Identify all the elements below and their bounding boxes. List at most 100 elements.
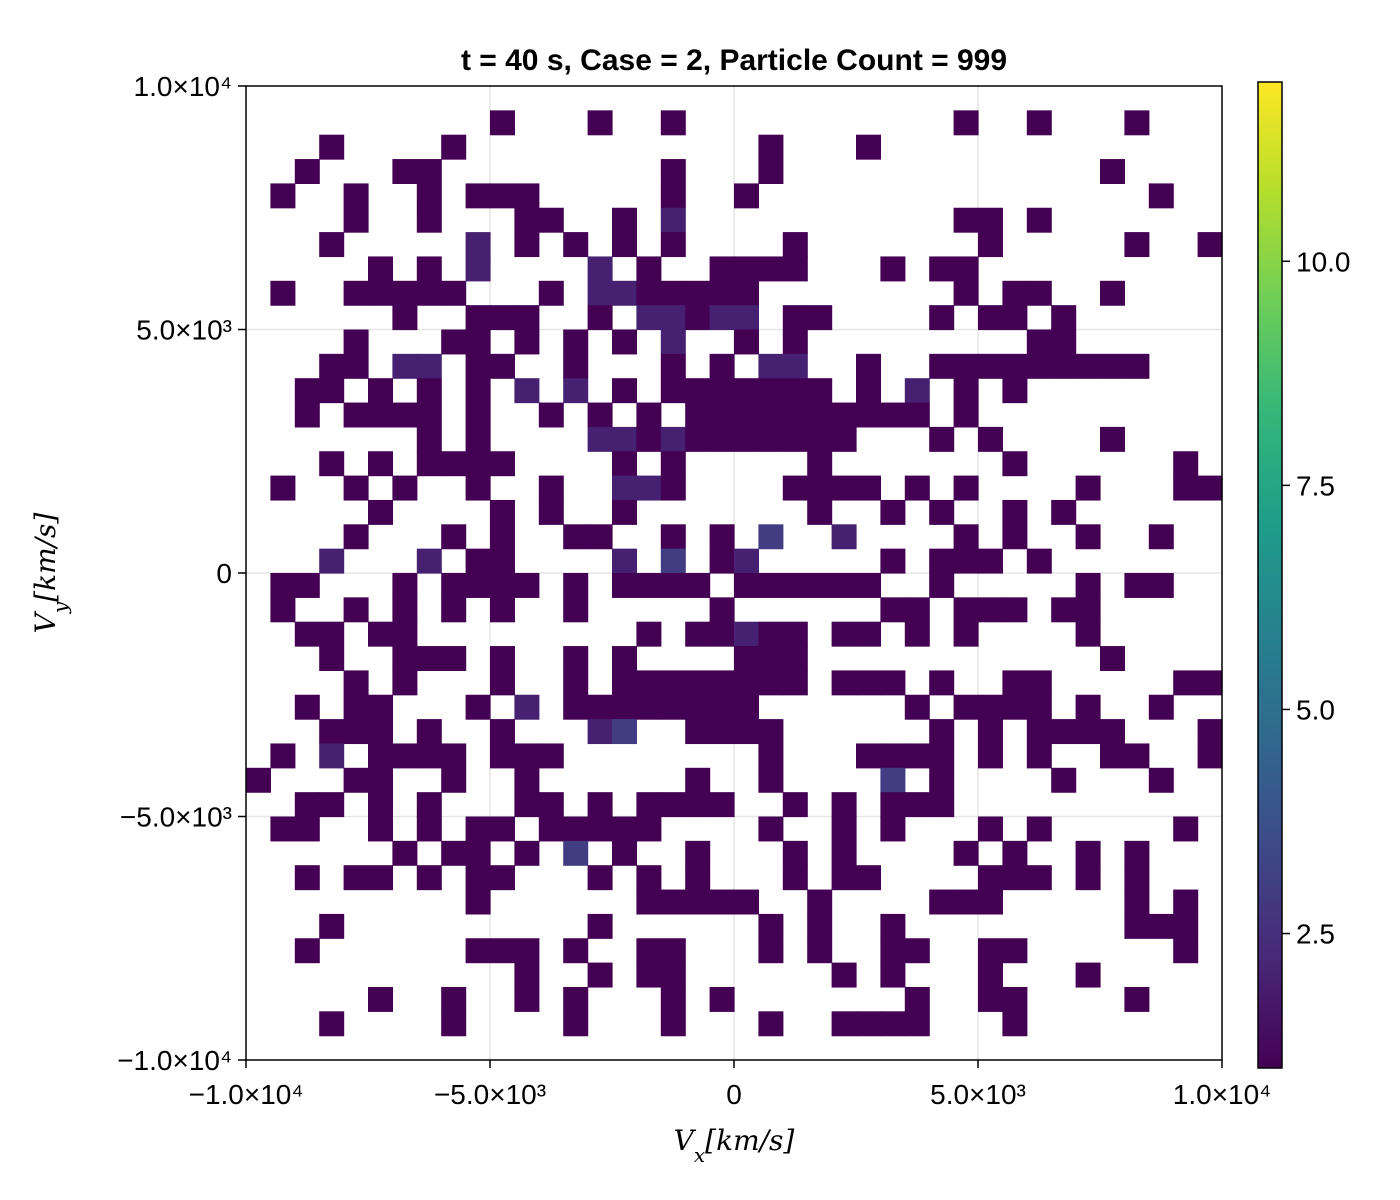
histogram-cell bbox=[319, 1011, 345, 1037]
histogram-cell bbox=[319, 621, 345, 647]
histogram-cell bbox=[441, 986, 467, 1012]
histogram-cell bbox=[978, 889, 1003, 915]
histogram-cell bbox=[392, 621, 418, 647]
y-tick-label: 0 bbox=[216, 558, 232, 589]
histogram-cell bbox=[636, 305, 662, 331]
histogram-cell bbox=[734, 378, 759, 404]
histogram-cell bbox=[465, 694, 491, 720]
histogram-cell bbox=[953, 889, 979, 915]
histogram-cell bbox=[465, 840, 491, 866]
histogram-cell bbox=[831, 792, 857, 818]
histogram-cell bbox=[807, 305, 833, 331]
histogram-cell bbox=[416, 719, 442, 745]
histogram-cell bbox=[734, 719, 759, 745]
histogram-cell bbox=[831, 1011, 857, 1037]
histogram-cell bbox=[270, 573, 296, 598]
histogram-cell bbox=[734, 573, 759, 598]
histogram-cell bbox=[465, 329, 491, 355]
histogram-cell bbox=[514, 378, 540, 404]
histogram-cell bbox=[563, 670, 589, 696]
histogram-cell bbox=[880, 767, 906, 793]
histogram-cell bbox=[758, 378, 784, 404]
histogram-cell bbox=[685, 670, 711, 696]
histogram-cell bbox=[831, 962, 857, 988]
histogram-cell bbox=[514, 767, 540, 793]
histogram-cell bbox=[660, 305, 686, 331]
histogram-cell bbox=[1148, 524, 1174, 550]
histogram-cell bbox=[392, 646, 418, 671]
histogram-cell bbox=[904, 597, 930, 623]
histogram-cell bbox=[758, 719, 784, 745]
histogram-cell bbox=[856, 670, 881, 696]
x-tick-label: 5.0×10³ bbox=[930, 1079, 1026, 1110]
histogram-cell bbox=[514, 329, 540, 355]
histogram-cell bbox=[368, 694, 393, 720]
histogram-cell bbox=[636, 475, 662, 501]
histogram-cell bbox=[441, 767, 467, 793]
histogram-cell bbox=[392, 840, 418, 866]
histogram-cell bbox=[807, 426, 833, 452]
histogram-cell bbox=[416, 159, 442, 184]
histogram-cell bbox=[953, 402, 979, 428]
histogram-cell bbox=[978, 694, 1003, 720]
histogram-cell bbox=[636, 256, 662, 282]
histogram-cell bbox=[807, 573, 833, 598]
histogram-cell bbox=[953, 597, 979, 623]
histogram-cell bbox=[734, 426, 759, 452]
histogram-cell bbox=[612, 329, 637, 355]
histogram-cell bbox=[1124, 913, 1150, 939]
histogram-cell bbox=[343, 865, 369, 891]
histogram-cell bbox=[490, 743, 515, 769]
histogram-cell bbox=[465, 378, 491, 404]
histogram-cell bbox=[831, 840, 857, 866]
histogram-cell bbox=[685, 280, 711, 306]
histogram-cell bbox=[660, 232, 686, 258]
histogram-cell bbox=[929, 792, 955, 818]
histogram-cell bbox=[1173, 889, 1199, 915]
histogram-cell bbox=[929, 353, 955, 379]
histogram-cell bbox=[1075, 353, 1101, 379]
histogram-cell bbox=[978, 426, 1003, 452]
histogram-cell bbox=[490, 548, 515, 574]
histogram-cell bbox=[880, 256, 906, 282]
histogram-cell bbox=[953, 548, 979, 574]
histogram-cell bbox=[758, 621, 784, 647]
histogram-cell bbox=[441, 134, 467, 160]
histogram-cell bbox=[685, 792, 711, 818]
histogram-cell bbox=[368, 378, 393, 404]
histogram-cell bbox=[807, 913, 833, 939]
histogram-cell bbox=[465, 426, 491, 452]
histogram-cell bbox=[734, 402, 759, 428]
histogram-cell bbox=[929, 573, 955, 598]
histogram-cell bbox=[465, 816, 491, 842]
histogram-cell bbox=[1197, 719, 1223, 745]
histogram-cell bbox=[929, 305, 955, 331]
histogram-cell bbox=[538, 475, 564, 501]
histogram-cell bbox=[538, 499, 564, 525]
x-tick-label: 0 bbox=[726, 1079, 742, 1110]
histogram-cell bbox=[490, 451, 515, 477]
histogram-cell bbox=[978, 232, 1003, 258]
histogram-cell bbox=[270, 280, 296, 306]
histogram-cell bbox=[441, 743, 467, 769]
histogram-cell bbox=[709, 524, 735, 550]
histogram-cell bbox=[660, 573, 686, 598]
colorbar bbox=[1257, 81, 1283, 1069]
histogram-cell bbox=[807, 889, 833, 915]
histogram-cell bbox=[880, 938, 906, 964]
histogram-cell bbox=[978, 938, 1003, 964]
histogram-cell bbox=[368, 256, 393, 282]
histogram-cell bbox=[1148, 767, 1174, 793]
histogram-cell bbox=[1197, 475, 1223, 501]
histogram-cell bbox=[831, 621, 857, 647]
histogram-cell bbox=[734, 670, 759, 696]
histogram-cell bbox=[514, 840, 540, 866]
histogram-cell bbox=[612, 232, 637, 258]
histogram-cell bbox=[392, 159, 418, 184]
histogram-cell bbox=[856, 865, 881, 891]
histogram-cell bbox=[392, 305, 418, 331]
histogram-cell bbox=[1002, 499, 1028, 525]
histogram-cell bbox=[441, 280, 467, 306]
histogram-cell bbox=[441, 451, 467, 477]
histogram-cell bbox=[758, 573, 784, 598]
